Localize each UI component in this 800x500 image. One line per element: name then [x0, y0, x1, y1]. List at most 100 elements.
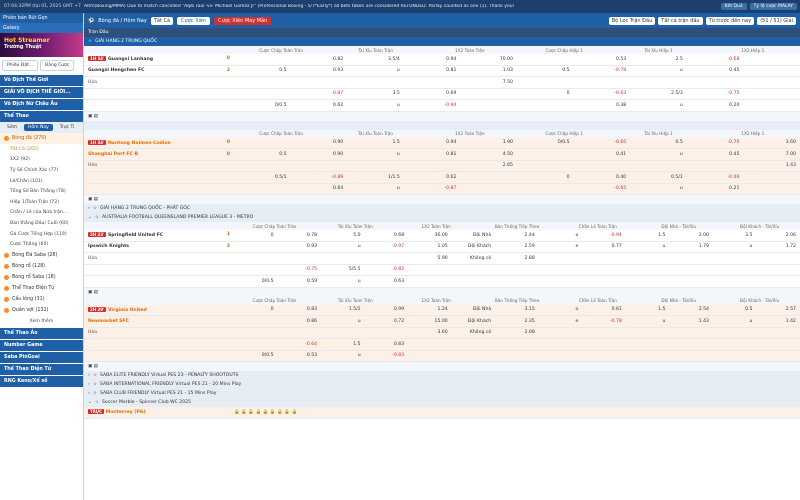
star-icon[interactable]: ☆	[92, 373, 97, 378]
odds-cell[interactable]: 0.45	[729, 68, 740, 74]
odds-cell[interactable]: 0.63	[393, 278, 405, 284]
sub-item[interactable]: Tổng Số Bàn Thắng (78)	[10, 189, 66, 195]
odds-cell[interactable]: Đội Nhà	[472, 232, 492, 238]
galaxy-link[interactable]: Galaxy	[0, 23, 83, 33]
odds-cell[interactable]: 0	[270, 232, 274, 238]
compact-version-link[interactable]: Phiên bản Rút Gọn	[0, 13, 83, 23]
odds-cell[interactable]: -0.64	[305, 341, 318, 347]
odds-cell[interactable]: u	[679, 102, 683, 108]
odds-cell[interactable]: 3.15	[524, 307, 535, 313]
sub-item[interactable]: Bàn thắng Đầu/ Cuối (60)	[10, 220, 69, 226]
sidebar-bottom-1[interactable]: Number Game	[0, 339, 83, 351]
odds-cell[interactable]: 0.41	[615, 151, 627, 157]
odds-cell[interactable]: 3.60	[437, 330, 448, 336]
odds-cell[interactable]: 1.5/2	[348, 307, 361, 313]
sidebar-head-2[interactable]: Vô Địch Nữ Châu Âu	[0, 99, 83, 110]
odds-cell[interactable]: 36.00	[434, 232, 448, 238]
odds-cell[interactable]: e	[575, 244, 579, 250]
star-icon[interactable]: ☆	[92, 391, 97, 396]
odds-cell[interactable]: 5/5.5	[348, 267, 361, 273]
odds-cell[interactable]: 0.82	[332, 56, 344, 62]
sport-item[interactable]: Thể Thao Điện Tử	[0, 283, 83, 294]
odds-cell[interactable]: -0.87	[444, 186, 457, 192]
odds-cell[interactable]: 3.60	[785, 140, 796, 146]
sub-item[interactable]: Lẻ/Chẵn (101)	[10, 178, 43, 184]
team-cell[interactable]: Guangzi Hengchen FC 2	[84, 68, 234, 73]
odds-cell[interactable]: 0.40	[615, 174, 627, 180]
odds-cell[interactable]: 1.5	[353, 341, 361, 347]
odds-cell[interactable]: 2.54	[698, 307, 709, 313]
odds-cell[interactable]: 0.93	[306, 244, 318, 250]
team-cell[interactable]: Newmarket SFC	[84, 319, 234, 324]
odds-cell[interactable]: u	[396, 102, 400, 108]
odds-cell[interactable]: -0.70	[727, 140, 740, 146]
odds-cell[interactable]: 5.0	[353, 232, 361, 238]
odds-cell[interactable]: u	[662, 318, 666, 324]
odds-cell[interactable]: 1.79	[698, 244, 709, 250]
odds-cell[interactable]: 0/0.5	[274, 102, 287, 108]
odds-cell[interactable]: o	[575, 232, 579, 238]
sidebar-head-3[interactable]: Thể Thao	[0, 111, 83, 122]
league-header[interactable]: › ☆ SABA INTERNATIONAL FRIENDLY Virtual PE…	[84, 380, 800, 389]
odds-cell[interactable]: 3.5	[392, 91, 400, 97]
results-button[interactable]: Kết Quả	[720, 3, 747, 10]
time-select[interactable]: Từ trước đến nay	[705, 16, 755, 25]
sub-item[interactable]: 1X2 (92)	[10, 157, 30, 163]
odds-cell[interactable]: -0.75	[305, 267, 318, 273]
team-cell[interactable]: Hòa	[84, 330, 234, 335]
odds-cell[interactable]: 0.72	[393, 318, 405, 324]
odds-cell[interactable]: 1.5	[392, 140, 400, 146]
betslip-tab[interactable]: Phiếu Đặt...	[2, 60, 39, 71]
team-cell[interactable]: Hòa	[84, 256, 234, 261]
odds-cell[interactable]: e	[575, 318, 579, 324]
odds-cell[interactable]: -0.94	[444, 102, 457, 108]
odds-cell[interactable]: u	[679, 186, 683, 192]
odds-cell[interactable]: 0/0.5	[261, 278, 274, 284]
odds-cell[interactable]: 1.5	[658, 232, 666, 238]
team-cell[interactable]: Shanghai Port FC B 0	[84, 152, 234, 157]
odds-cell[interactable]: 2.88	[524, 255, 535, 261]
odds-cell[interactable]: o	[575, 307, 579, 313]
odds-cell[interactable]: -0.46	[727, 174, 740, 180]
odds-cell[interactable]: 0.59	[306, 278, 318, 284]
odds-cell[interactable]: u	[396, 151, 400, 157]
odds-cell[interactable]: 0.86	[306, 318, 318, 324]
odds-cell[interactable]: 2.44	[524, 232, 535, 238]
odds-cell[interactable]: u	[749, 318, 753, 324]
league-header[interactable]: ☆ GIẢI HẠNG 2 TRUNG QUỐC	[84, 37, 800, 46]
odds-cell[interactable]: 0/0.5	[261, 353, 274, 359]
odds-cell[interactable]: 2.5/3	[671, 91, 683, 97]
odds-cell[interactable]: u	[679, 68, 683, 74]
odds-cell[interactable]: 1.43	[785, 163, 796, 169]
odds-cell[interactable]: u	[396, 186, 400, 192]
team-cell[interactable]: Hòa	[84, 163, 234, 168]
star-icon[interactable]: ☆	[94, 400, 99, 405]
odds-cell[interactable]: 0.5	[279, 151, 287, 157]
odds-cell[interactable]: -0.65	[614, 186, 627, 192]
odds-cell[interactable]: 0/0.5	[557, 140, 570, 146]
sub-item[interactable]: Tỷ Số Chính Xác (77)	[10, 167, 59, 173]
odds-cell[interactable]: -0.63	[614, 91, 627, 97]
odds-cell[interactable]: u	[357, 244, 361, 250]
statement-tab[interactable]: Bảng Cược	[40, 60, 75, 71]
odds-cell[interactable]: Đội Khách	[467, 318, 492, 324]
odds-cell[interactable]: 0.45	[729, 151, 740, 157]
odds-cell[interactable]: 0	[566, 174, 570, 180]
odds-cell[interactable]: 2.57	[785, 307, 796, 313]
see-more-link[interactable]: Xem thêm	[29, 318, 54, 324]
sidebar-bottom-3[interactable]: Thể Thao Điện Tử	[0, 363, 83, 375]
league-count-select[interactable]: (51 / 51) Giải	[757, 16, 796, 25]
star-icon[interactable]: ☆	[88, 39, 93, 44]
sub-item[interactable]: Chẵn / Lẻ của Nửa trận...	[10, 210, 68, 216]
odds-cell[interactable]: 0.20	[729, 102, 740, 108]
odds-cell[interactable]: 0.94	[446, 140, 457, 146]
team-cell[interactable]: 2H 29' Virginia United	[84, 306, 234, 313]
star-icon[interactable]: ☆	[92, 382, 97, 387]
team-cell[interactable]: 1H 34' Guangxi Lanhang 0	[84, 56, 234, 62]
odds-cell[interactable]: 0.53	[615, 56, 627, 62]
sidebar-bottom-4[interactable]: RNG Keno/Xổ số	[0, 375, 83, 387]
odds-cell[interactable]: 0.5	[675, 140, 683, 146]
odds-cell[interactable]: Không có	[469, 330, 492, 336]
odds-cell[interactable]: 0.77	[611, 244, 622, 250]
team-cell[interactable]: 2H 23' Springfield United FC 1	[84, 232, 234, 238]
